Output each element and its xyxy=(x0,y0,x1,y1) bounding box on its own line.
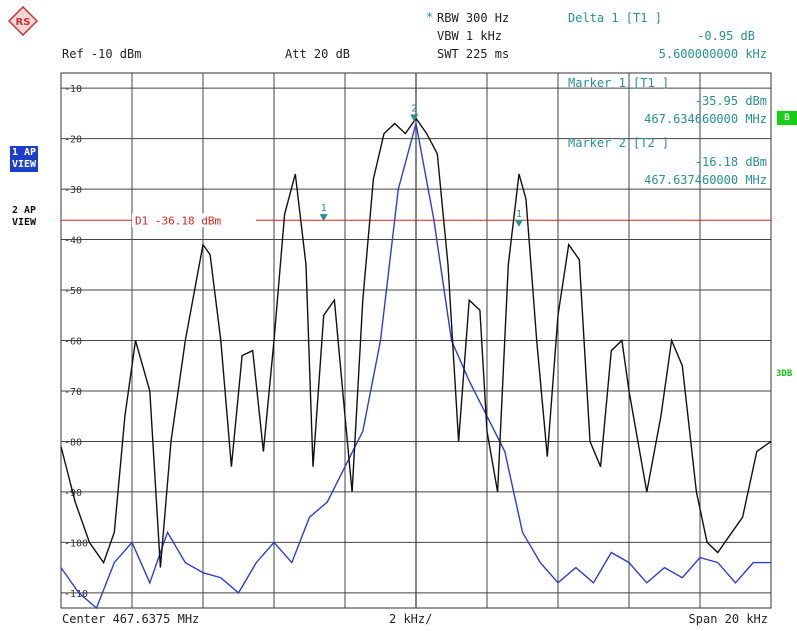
marker2-title: Marker 2 [T2 ] xyxy=(568,136,670,150)
delta-marker-level: -0.95 dB xyxy=(697,29,755,43)
marker2-frequency: 467.637460000 MHz xyxy=(644,173,767,187)
frequency-per-division-readout: 2 kHz/ xyxy=(389,612,433,626)
marker1-frequency: 467.634660000 MHz xyxy=(644,112,767,126)
display-line-label-background xyxy=(132,213,256,228)
trace-2-line xyxy=(60,123,771,610)
delta-marker-frequency: 5.600000000 kHz xyxy=(658,47,767,61)
y-tick-label: -40 xyxy=(64,236,82,247)
marker-triangle xyxy=(319,214,328,222)
y-tick-label: -100 xyxy=(64,538,88,549)
sweep-star-indicator: * xyxy=(426,10,434,24)
svg-text:RS: RS xyxy=(16,17,31,28)
vbw-readout: VBW 1 kHz xyxy=(437,29,503,43)
center-frequency-readout: Center 467.6375 MHz xyxy=(62,612,200,626)
traces xyxy=(60,117,772,610)
trace-b-tag: B xyxy=(777,111,797,125)
y-tick-label: -110 xyxy=(64,589,88,600)
marker-label: 1 xyxy=(321,203,327,214)
display-line-label: D1 -36.18 dBm xyxy=(135,214,221,227)
plot-grid xyxy=(61,73,771,608)
y-tick-label: -10 xyxy=(64,84,82,95)
marker1-title: Marker 1 [T1 ] xyxy=(568,76,670,90)
swt-readout: SWT 225 ms xyxy=(437,47,510,61)
rohde-schwarz-logo-icon: RS xyxy=(8,6,38,36)
pane-1-ap-view-label[interactable]: 1 AP VIEW xyxy=(10,146,39,172)
ref-level-readout: Ref -10 dBm xyxy=(62,47,142,61)
span-readout: Span 20 kHz xyxy=(688,612,768,626)
y-tick-label: -30 xyxy=(64,185,82,196)
y-tick-label: -20 xyxy=(64,135,82,146)
3db-tag: 3DB xyxy=(776,369,793,379)
marker-label: 1 xyxy=(516,209,522,220)
marker1-level: -35.95 dBm xyxy=(694,94,767,108)
y-tick-label: -60 xyxy=(64,337,82,348)
marker2-level: -16.18 dBm xyxy=(694,155,767,169)
marker-triangle xyxy=(410,114,419,122)
trace-1-line xyxy=(60,117,772,568)
delta-marker-title: Delta 1 [T1 ] xyxy=(568,11,662,25)
y-tick-label: -70 xyxy=(64,387,82,398)
marker-label: 2 xyxy=(411,103,417,114)
marker-triangle xyxy=(514,219,523,227)
y-tick-label: -80 xyxy=(64,437,82,448)
y-tick-labels: -10-20-30-40-50-60-70-80-90-100-110 xyxy=(64,84,88,600)
attenuation-readout: Att 20 dB xyxy=(285,47,351,61)
rbw-readout: RBW 300 Hz xyxy=(437,11,510,25)
pane-2-ap-view-label[interactable]: 2 AP VIEW xyxy=(12,205,37,228)
y-tick-label: -50 xyxy=(64,286,82,297)
markers: 1 2 1 xyxy=(319,103,523,227)
